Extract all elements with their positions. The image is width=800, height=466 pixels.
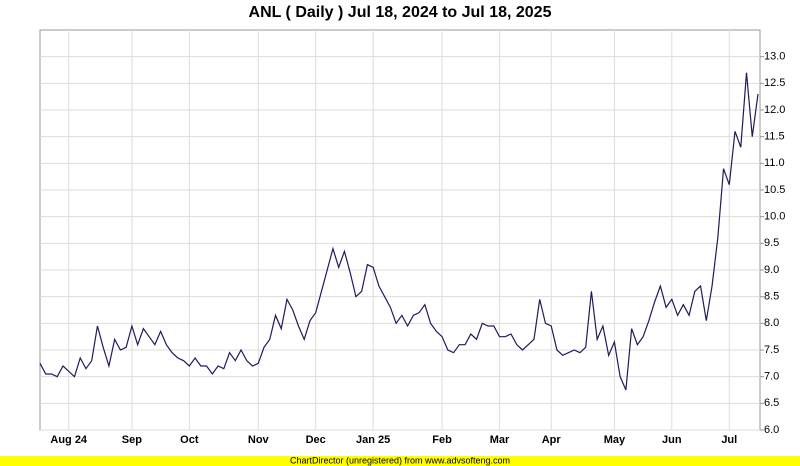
y-tick-label: 7.5 — [764, 344, 779, 356]
y-tick-label: 10.0 — [764, 211, 785, 223]
y-tick-label: 8.0 — [764, 317, 779, 329]
x-tick-label: Sep — [122, 434, 142, 446]
y-tick-label: 11.0 — [764, 157, 785, 169]
y-tick-label: 11.5 — [764, 131, 785, 143]
y-tick-label: 9.5 — [764, 237, 779, 249]
y-tick-label: 8.5 — [764, 291, 779, 303]
y-tick-label: 12.0 — [764, 104, 785, 116]
plot-area — [39, 29, 761, 431]
x-tick-label: Jul — [721, 434, 737, 446]
x-tick-label: Apr — [542, 434, 562, 446]
y-tick-label: 6.5 — [764, 397, 779, 409]
x-tick-label: Dec — [306, 434, 326, 446]
footer: ChartDirector (unregistered) from www.ad… — [290, 455, 510, 465]
y-tick-label: 12.5 — [764, 77, 785, 89]
y-tick-label: 7.0 — [764, 371, 779, 383]
x-tick-label: Aug 24 — [50, 434, 88, 446]
chart-title: ANL ( Daily ) Jul 18, 2024 to Jul 18, 20… — [249, 4, 552, 21]
x-tick-label: Oct — [180, 434, 199, 446]
y-tick-label: 9.0 — [764, 264, 779, 276]
x-tick-label: Nov — [248, 434, 270, 446]
x-tick-label: May — [604, 434, 626, 446]
y-tick-label: 6.0 — [764, 424, 779, 436]
x-tick-label: Feb — [432, 434, 452, 446]
x-tick-label: Jan 25 — [356, 434, 390, 446]
x-tick-label: Jun — [662, 434, 682, 446]
x-tick-label: Mar — [490, 434, 510, 446]
y-tick-label: 13.0 — [764, 51, 785, 63]
footer-bar — [0, 456, 800, 466]
y-tick-label: 10.5 — [764, 184, 785, 196]
price-line — [39, 72, 759, 391]
